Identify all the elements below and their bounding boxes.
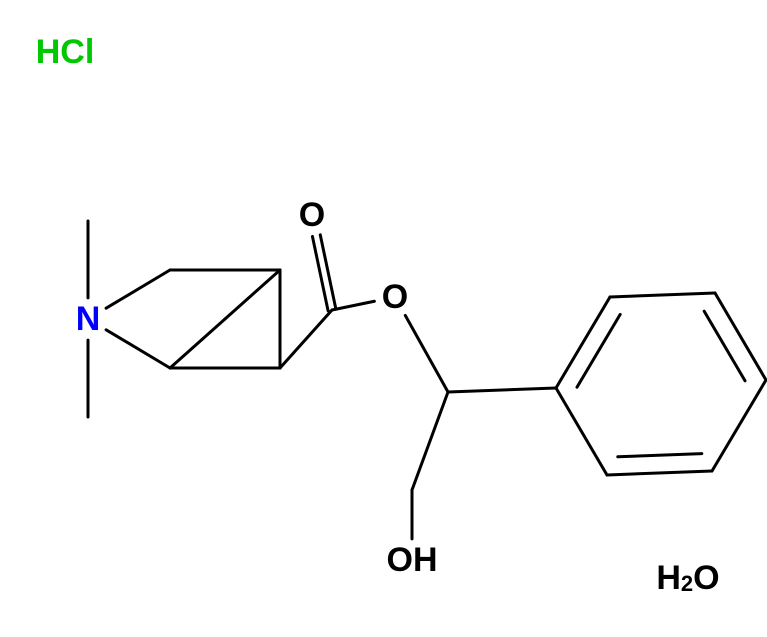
bond-single: [448, 388, 556, 392]
bond-single: [412, 392, 448, 490]
bond-aromatic: [577, 314, 620, 387]
molecule-svg: N O O OH HCl H2O: [0, 0, 767, 637]
atom-label-o: O: [299, 196, 325, 234]
bond-aromatic: [704, 311, 745, 381]
annotation-h2o: H2O: [656, 559, 719, 597]
bond-single: [106, 270, 170, 308]
bond-single: [280, 310, 332, 368]
bond-single: [715, 293, 766, 380]
bond-single: [556, 388, 607, 475]
bond-single: [712, 380, 766, 471]
bond-single: [607, 471, 712, 475]
bond-aromatic: [618, 454, 702, 457]
bond-single: [225, 270, 280, 319]
bond-double: [312, 236, 328, 310]
bond-double: [320, 235, 336, 309]
bond-single: [106, 330, 170, 368]
bond-single: [405, 315, 448, 392]
atom-label-o: O: [382, 278, 408, 316]
bond-single: [610, 293, 715, 297]
atom-label-n: N: [76, 300, 101, 338]
atom-label-oh: OH: [387, 541, 438, 579]
bond-single: [170, 319, 225, 368]
bond-single: [332, 301, 374, 310]
annotation-hcl: HCl: [36, 33, 95, 71]
